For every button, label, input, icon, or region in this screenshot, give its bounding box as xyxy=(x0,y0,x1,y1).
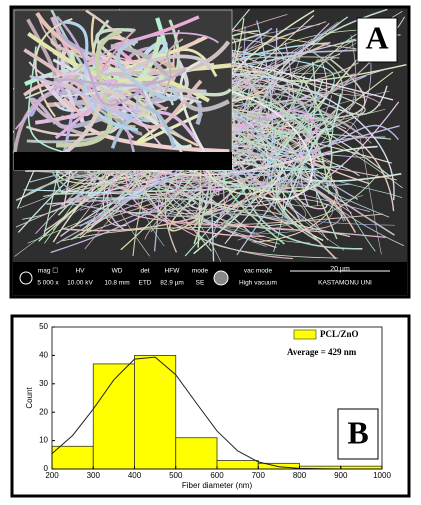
fiber xyxy=(65,172,221,203)
fiber xyxy=(113,15,200,63)
legend-swatch xyxy=(293,329,317,340)
bar xyxy=(134,354,177,470)
fiber xyxy=(270,31,396,140)
fiber xyxy=(87,158,284,245)
fiber xyxy=(35,175,98,235)
inset-bar xyxy=(14,152,232,170)
fiber xyxy=(179,59,207,155)
fiber xyxy=(55,88,148,162)
y-tick-label: 50 xyxy=(39,322,48,331)
x-tick-label: 800 xyxy=(293,471,307,480)
y-tick-label: 40 xyxy=(39,351,48,360)
info-value: 5 000 x xyxy=(37,280,59,287)
label-box xyxy=(337,408,379,460)
fiber xyxy=(38,17,194,99)
fiber xyxy=(227,79,381,214)
info-label: det xyxy=(140,268,149,275)
fiber xyxy=(23,48,203,130)
x-tick-label: 200 xyxy=(45,471,59,480)
institution: KASTAMONU UNI xyxy=(318,280,372,287)
legend-label: PCL/ZnO xyxy=(320,329,359,339)
fiber xyxy=(294,35,357,131)
fiber xyxy=(160,38,184,101)
fiber xyxy=(55,28,123,148)
info-label: mag ☐ xyxy=(38,267,58,275)
fiber xyxy=(208,121,382,255)
x-tick-label: 700 xyxy=(252,471,266,480)
fiber xyxy=(23,189,141,199)
info-label: vac mode xyxy=(244,268,273,275)
info-value: 10.00 kV xyxy=(67,280,93,287)
info-value: 10.8 mm xyxy=(104,280,129,287)
bar xyxy=(175,437,218,470)
bar xyxy=(216,460,259,470)
vac-icon xyxy=(213,270,229,286)
label-box xyxy=(356,17,398,63)
annotation: Average = 429 nm xyxy=(287,347,357,357)
bar xyxy=(51,445,94,470)
fiber xyxy=(116,39,179,102)
logo xyxy=(19,271,33,285)
info-label: HV xyxy=(75,268,85,275)
fiber xyxy=(94,100,209,157)
panel-label: B xyxy=(347,414,368,450)
info-value: 82.9 µm xyxy=(160,280,184,287)
fiber xyxy=(29,75,139,123)
fiber xyxy=(158,194,384,226)
fiber xyxy=(28,61,163,147)
fiber xyxy=(90,28,138,106)
panel-label: A xyxy=(365,19,388,55)
y-tick-label: 10 xyxy=(39,436,48,445)
fiber xyxy=(30,97,86,137)
fiber xyxy=(127,54,212,94)
fiber xyxy=(37,50,76,112)
scale-text: 20 µm xyxy=(330,266,350,273)
fiber xyxy=(91,89,151,123)
info-bar xyxy=(13,262,407,295)
fiber xyxy=(261,68,387,177)
fiber xyxy=(12,18,59,154)
fiber xyxy=(223,91,357,122)
info-label: WD xyxy=(112,268,123,275)
x-tick-label: 1000 xyxy=(373,471,391,480)
fiber xyxy=(256,47,344,226)
fiber xyxy=(64,20,139,132)
x-tick-label: 900 xyxy=(334,471,348,480)
info-label: mode xyxy=(192,268,209,275)
x-tick-label: 600 xyxy=(210,471,224,480)
x-tick-label: 500 xyxy=(169,471,183,480)
sem-image xyxy=(12,8,407,262)
x-tick-label: 400 xyxy=(128,471,142,480)
x-axis-title: Fiber diameter (nm) xyxy=(182,481,253,490)
fiber xyxy=(55,15,160,107)
x-tick-label: 300 xyxy=(87,471,101,480)
fiber xyxy=(34,18,73,118)
fiber xyxy=(61,186,357,234)
y-tick-label: 20 xyxy=(39,407,48,416)
fiber xyxy=(14,32,219,130)
y-tick-label: 0 xyxy=(44,464,49,473)
info-value: ETD xyxy=(139,280,152,287)
y-tick-label: 30 xyxy=(39,379,48,388)
info-label: HFW xyxy=(165,268,181,275)
fiber xyxy=(168,36,335,257)
fiber xyxy=(23,81,92,116)
info-value: SE xyxy=(196,280,205,287)
y-axis-title: Count xyxy=(25,387,34,409)
chart: 0 10 20 30 40 50 200 300 400 500 600 700 800 900 1000 F… xyxy=(25,322,391,490)
info-value: High vacuum xyxy=(239,280,277,287)
